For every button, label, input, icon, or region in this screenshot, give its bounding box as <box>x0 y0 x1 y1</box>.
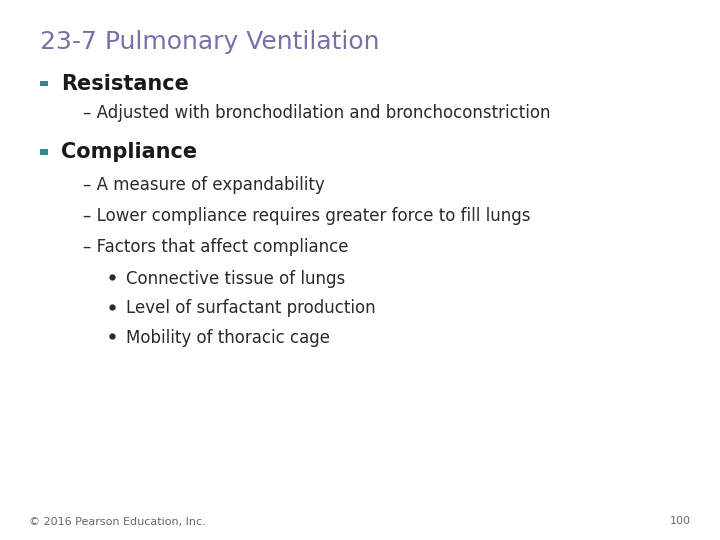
Text: Resistance: Resistance <box>61 73 189 94</box>
Text: 100: 100 <box>670 516 691 526</box>
Text: – Lower compliance requires greater force to fill lungs: – Lower compliance requires greater forc… <box>83 207 531 225</box>
Text: – Factors that affect compliance: – Factors that affect compliance <box>83 238 348 256</box>
Text: Compliance: Compliance <box>61 142 197 163</box>
Text: © 2016 Pearson Education, Inc.: © 2016 Pearson Education, Inc. <box>29 516 205 526</box>
FancyBboxPatch shape <box>40 150 48 155</box>
Text: Mobility of thoracic cage: Mobility of thoracic cage <box>126 329 330 347</box>
Text: – A measure of expandability: – A measure of expandability <box>83 176 325 194</box>
Text: – Adjusted with bronchodilation and bronchoconstriction: – Adjusted with bronchodilation and bron… <box>83 104 550 123</box>
FancyBboxPatch shape <box>40 81 48 86</box>
Text: Connective tissue of lungs: Connective tissue of lungs <box>126 269 346 288</box>
Text: 23-7 Pulmonary Ventilation: 23-7 Pulmonary Ventilation <box>40 30 379 53</box>
Text: Level of surfactant production: Level of surfactant production <box>126 299 376 318</box>
